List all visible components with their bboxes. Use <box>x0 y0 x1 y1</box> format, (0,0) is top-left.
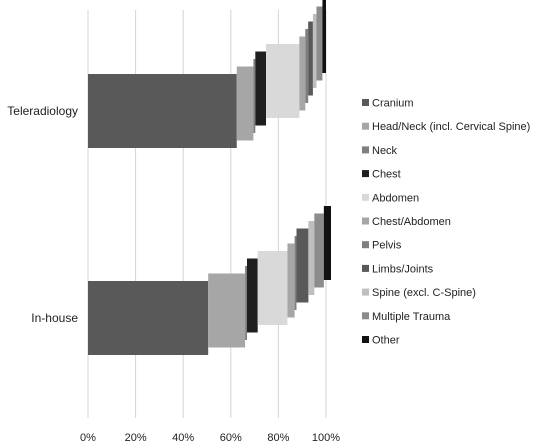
x-tick-label: 100% <box>312 432 340 444</box>
bar-segment <box>246 258 258 333</box>
bar-segment <box>255 51 267 126</box>
bar-segment <box>308 221 315 295</box>
category-label: In-house <box>31 311 78 325</box>
legend-swatch <box>362 99 369 106</box>
legend-label: Multiple Trauma <box>372 311 451 323</box>
x-tick-label: 20% <box>125 432 147 444</box>
x-axis-tick-labels: 0% 20% 40% 60% 80% 100% <box>80 432 340 444</box>
legend-swatch <box>362 312 369 320</box>
legend-label: Pelvis <box>372 240 402 252</box>
legend-label: Chest/Abdomen <box>372 216 451 228</box>
legend-swatch <box>362 264 369 272</box>
legend-swatch <box>362 288 369 296</box>
x-tick-label: 60% <box>220 432 242 444</box>
bar-segment <box>299 36 306 111</box>
bar-segment <box>266 44 300 118</box>
category-labels: Teleradiology In-house <box>7 104 78 325</box>
legend-swatch <box>362 193 369 201</box>
bar-segment <box>88 74 237 148</box>
legend-label: Other <box>372 335 400 347</box>
bar-segment <box>296 228 309 303</box>
legend-swatch <box>362 336 369 343</box>
bar-segment <box>308 21 313 96</box>
bar-segment <box>305 29 309 103</box>
bar-segment <box>88 281 209 355</box>
legend-swatch <box>362 217 369 225</box>
legend-swatch <box>362 146 369 154</box>
x-tick-label: 40% <box>172 432 194 444</box>
legend-swatch <box>362 170 369 178</box>
bar-segment <box>312 14 317 88</box>
bar-segment <box>245 266 247 340</box>
x-tick-label: 0% <box>80 432 96 444</box>
bars <box>88 0 331 355</box>
legend-label: Spine (excl. C-Spine) <box>372 287 476 299</box>
legend-swatch <box>362 241 369 249</box>
legend-swatch <box>362 122 369 130</box>
bar-segment <box>316 6 323 81</box>
bar-segment <box>287 243 295 318</box>
bar-segment <box>257 251 288 325</box>
legend: Cranium Head/Neck (incl. Cervical Spine) N… <box>362 98 530 347</box>
bar-segment <box>314 213 324 288</box>
category-label: Teleradiology <box>7 104 78 118</box>
legend-label: Chest <box>372 169 401 181</box>
bar-segment <box>253 59 256 133</box>
legend-label: Limbs/Joints <box>372 263 434 275</box>
legend-label: Abdomen <box>372 192 419 204</box>
bar-segment <box>236 66 254 141</box>
bar-segment <box>208 273 246 348</box>
bar-segment <box>323 206 331 280</box>
bar-segment <box>322 0 326 73</box>
x-tick-label: 80% <box>267 432 289 444</box>
legend-label: Cranium <box>372 98 414 110</box>
legend-label: Head/Neck (incl. Cervical Spine) <box>372 121 530 133</box>
legend-label: Neck <box>372 145 398 157</box>
bar-segment <box>294 236 297 310</box>
